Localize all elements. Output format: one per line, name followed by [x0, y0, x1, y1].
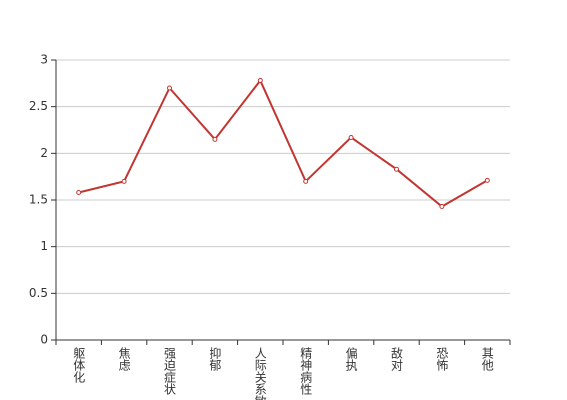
y-tick-label: 3: [40, 53, 48, 67]
point: [303, 178, 309, 184]
point: [76, 190, 82, 196]
y-tick-label: 1.5: [29, 193, 48, 207]
line: [78, 78, 488, 208]
point: [484, 177, 490, 183]
point: [121, 178, 127, 184]
point: [257, 78, 263, 84]
x-tick-label: 焦虑: [117, 347, 131, 371]
y-tick-label: 1: [40, 239, 48, 253]
point: [167, 85, 172, 91]
y-tick-label: 2: [40, 146, 48, 160]
point: [439, 204, 445, 210]
y-tick-label: 0: [40, 333, 48, 347]
x-tick-label: 强迫症状: [163, 347, 177, 395]
point: [212, 136, 218, 142]
x-tick-label: 精神病性: [299, 347, 313, 396]
x-tick-label: 躯体化: [72, 346, 86, 384]
x-tick-label: 恐怖: [435, 347, 449, 371]
y-tick-label: 0.5: [29, 286, 48, 300]
point: [348, 134, 354, 140]
x-tick-label: 偏执: [344, 346, 358, 372]
x-tick-label: 抑郁: [208, 346, 222, 372]
x-tick-label: 敌对: [390, 346, 404, 371]
point: [394, 166, 399, 172]
x-tick-label: 人际关系敏感: [253, 347, 267, 400]
x-tick-label: 其他: [480, 347, 494, 371]
y-tick-label: 2.5: [29, 99, 48, 113]
